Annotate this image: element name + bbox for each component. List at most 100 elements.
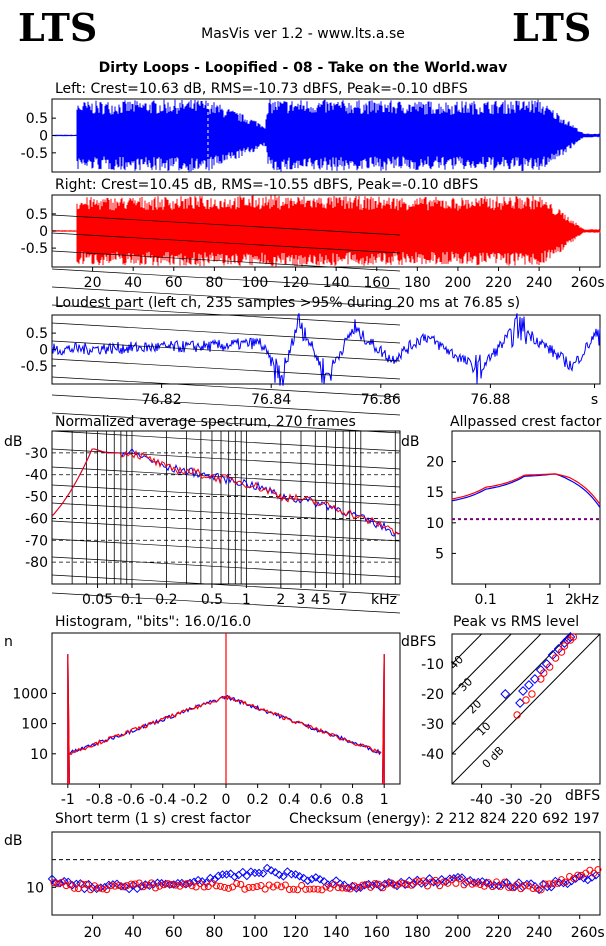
peak-rms-point-left bbox=[535, 665, 546, 675]
short-crest-point-left bbox=[202, 878, 211, 888]
right-waveform-ytick-label: 0.5 bbox=[26, 207, 48, 223]
short-crest-point-right bbox=[570, 875, 578, 883]
short-crest-frame bbox=[51, 831, 601, 916]
crest-diagonal-line bbox=[452, 634, 512, 695]
lts-logo-left: LTS bbox=[18, 5, 98, 50]
short-crest-point-right bbox=[95, 884, 103, 892]
loudest-part-title: Loudest part (left ch, 235 samples >95% … bbox=[55, 295, 521, 311]
spectrum-xtick-label: 5 bbox=[322, 592, 331, 608]
spectrum-ytick-label: -40 bbox=[25, 468, 48, 484]
crest-diagonal-line bbox=[452, 634, 572, 755]
peak-rms-point-left bbox=[541, 659, 552, 669]
peak-rms-point-right bbox=[560, 642, 569, 650]
peak-rms-frame bbox=[451, 633, 601, 785]
histogram-xtick-label: -1 bbox=[61, 792, 75, 808]
peak-rms-xtick-label: -20 bbox=[529, 792, 552, 808]
short-crest-point-right bbox=[294, 886, 302, 894]
short-crest-point-right bbox=[233, 879, 241, 887]
right-waveform-xtick-label: 180 bbox=[404, 275, 431, 291]
crest-xtick-label: 2 bbox=[565, 592, 574, 608]
loudest-part-signal bbox=[51, 313, 601, 386]
loudest-part-xtick-label: s bbox=[591, 392, 598, 408]
short-crest-xtick-label: 180 bbox=[404, 925, 431, 941]
short-crest-xtick-label: 220 bbox=[485, 925, 512, 941]
peak-rms-point-left bbox=[529, 674, 540, 684]
histogram-xtick-label: -0.6 bbox=[117, 792, 144, 808]
spectrum-slope-line bbox=[51, 466, 401, 488]
short-crest-point-right bbox=[115, 882, 123, 890]
short-crest-point-right bbox=[139, 883, 147, 891]
spectrum-slope-line bbox=[51, 376, 401, 398]
spectrum-xtick-label: 1 bbox=[242, 592, 251, 608]
short-crest-point-left bbox=[547, 882, 556, 892]
crest-xunit-label: kHz bbox=[573, 592, 599, 608]
short-crest-point-right bbox=[574, 871, 582, 879]
short-crest-point-right bbox=[354, 884, 362, 892]
short-crest-point-right bbox=[383, 880, 391, 888]
short-crest-point-right bbox=[590, 869, 598, 877]
lts-logo-right: LTS bbox=[512, 5, 592, 50]
short-crest-point-right bbox=[419, 877, 427, 885]
peak-rms-point-right bbox=[551, 654, 560, 662]
short-crest-point-right bbox=[123, 882, 131, 890]
short-crest-point-left bbox=[311, 873, 321, 882]
crest-diagonal-line bbox=[452, 634, 542, 725]
short-crest-point-right bbox=[257, 882, 265, 890]
short-crest-ytick-label: 10 bbox=[26, 880, 44, 896]
short-crest-point-right bbox=[200, 883, 208, 891]
right-waveform-xtick-label: 260s bbox=[571, 275, 605, 291]
peak-rms-point-left bbox=[565, 632, 576, 642]
crest-ylabel: dB bbox=[401, 434, 420, 450]
short-crest-point-right bbox=[480, 882, 488, 890]
crest-left-line bbox=[451, 473, 601, 508]
right-waveform-ytick-label: -0.5 bbox=[21, 241, 48, 257]
short-crest-point-left bbox=[84, 879, 93, 889]
short-crest-xtick-label: 140 bbox=[323, 925, 350, 941]
right-waveform-xtick-label: 140 bbox=[323, 275, 350, 291]
short-crest-point-right bbox=[521, 881, 529, 889]
right-waveform-xtick-label: 220 bbox=[485, 275, 512, 291]
peak-rms-ytick-label: -40 bbox=[421, 747, 444, 763]
short-crest-point-right bbox=[184, 879, 192, 887]
peak-rms-xlabel: dBFS bbox=[565, 788, 601, 804]
short-crest-point-right bbox=[326, 884, 334, 892]
crest-diagonal-label: 10 bbox=[474, 720, 493, 739]
short-crest-point-right bbox=[147, 879, 155, 887]
short-crest-point-right bbox=[440, 878, 448, 886]
histogram-ytick-label: 1000 bbox=[12, 686, 48, 702]
short-crest-point-left bbox=[514, 878, 524, 887]
crest-ytick-label: 10 bbox=[426, 516, 444, 532]
left-waveform-signal bbox=[51, 99, 601, 172]
short-crest-point-right bbox=[212, 882, 220, 890]
short-crest-xtick-label: 20 bbox=[84, 925, 102, 941]
short-crest-point-right bbox=[586, 866, 594, 874]
short-crest-point-right bbox=[119, 883, 127, 891]
short-crest-point-right bbox=[476, 881, 484, 889]
peak-rms-ytick-label: -20 bbox=[421, 687, 444, 703]
loudest-part-xtick-label: 76.84 bbox=[251, 392, 291, 408]
short-crest-point-left bbox=[368, 881, 377, 890]
short-crest-point-right bbox=[74, 885, 82, 893]
loudest-part-xtick-label: 76.88 bbox=[470, 392, 510, 408]
spectrum-slope-line bbox=[51, 394, 401, 416]
short-crest-point-right bbox=[448, 876, 456, 884]
spectrum-right-line bbox=[52, 448, 400, 536]
short-crest-point-right bbox=[237, 880, 245, 888]
spectrum-xtick-label: 7 bbox=[339, 592, 348, 608]
short-crest-point-left bbox=[68, 881, 77, 890]
peak-rms-point-left bbox=[515, 698, 526, 708]
peak-rms-xtick-label: -40 bbox=[470, 792, 493, 808]
short-crest-point-right bbox=[196, 880, 204, 888]
checksum-text: Checksum (energy): 2 212 824 220 692 197 bbox=[289, 811, 600, 827]
right-waveform-xtick-label: 20 bbox=[84, 275, 102, 291]
short-crest-point-right bbox=[156, 882, 164, 890]
short-crest-point-right bbox=[501, 878, 509, 886]
peak-rms-point-left bbox=[562, 635, 573, 645]
short-crest-point-left bbox=[210, 875, 219, 884]
short-crest-point-right bbox=[537, 886, 545, 894]
spectrum-slope-line bbox=[51, 304, 401, 326]
short-crest-point-right bbox=[245, 884, 253, 892]
crest-xtick-label: 0.1 bbox=[474, 592, 496, 608]
spectrum-slope-line bbox=[51, 232, 401, 254]
